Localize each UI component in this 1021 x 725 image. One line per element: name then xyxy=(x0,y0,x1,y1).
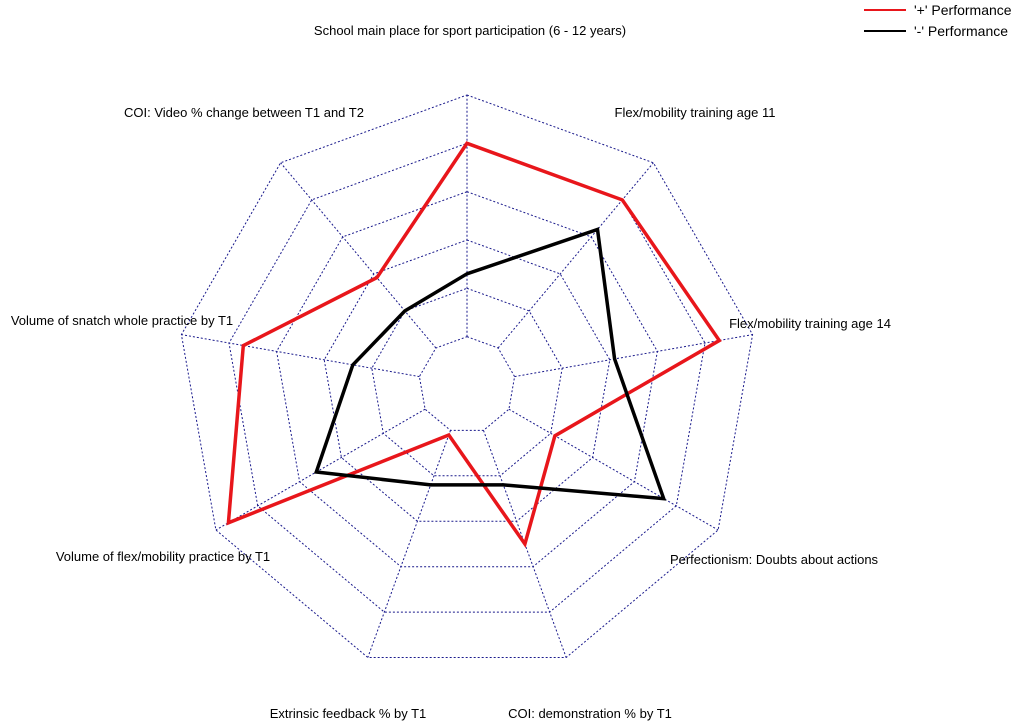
axis-label: COI: Video % change between T1 and T2 xyxy=(124,105,364,120)
series-line-minus-performance xyxy=(313,227,667,501)
grid-spoke xyxy=(215,408,426,531)
grid-ring xyxy=(180,94,754,658)
axis-label: Volume of flex/mobility practice by T1 xyxy=(56,549,270,564)
grid-spoke xyxy=(280,162,437,349)
grid-ring xyxy=(418,336,516,431)
series-line-plus-performance xyxy=(226,141,722,549)
axis-label: Flex/mobility training age 14 xyxy=(729,316,891,331)
axis-labels: School main place for sport participatio… xyxy=(11,23,891,721)
grid-spoke xyxy=(508,408,719,531)
legend: '+' Performance '-' Performance xyxy=(864,2,1012,39)
axis-label: Perfectionism: Doubts about actions xyxy=(670,552,879,567)
axis-label: Flex/mobility training age 11 xyxy=(615,105,776,120)
legend-label-plus: '+' Performance xyxy=(914,2,1012,18)
radar-grid xyxy=(180,94,754,658)
legend-label-minus: '-' Performance xyxy=(914,23,1008,39)
grid-spoke xyxy=(497,162,654,349)
grid-spoke xyxy=(514,334,753,378)
axis-label: COI: demonstration % by T1 xyxy=(508,706,672,721)
grid-spoke xyxy=(367,430,451,658)
axis-label: Volume of snatch whole practice by T1 xyxy=(11,313,233,328)
grid-ring xyxy=(371,287,563,477)
axis-label: Extrinsic feedback % by T1 xyxy=(270,706,427,721)
axis-label: School main place for sport participatio… xyxy=(314,23,626,38)
radar-series xyxy=(226,141,722,549)
grid-ring xyxy=(323,239,611,522)
grid-spoke xyxy=(181,334,420,378)
